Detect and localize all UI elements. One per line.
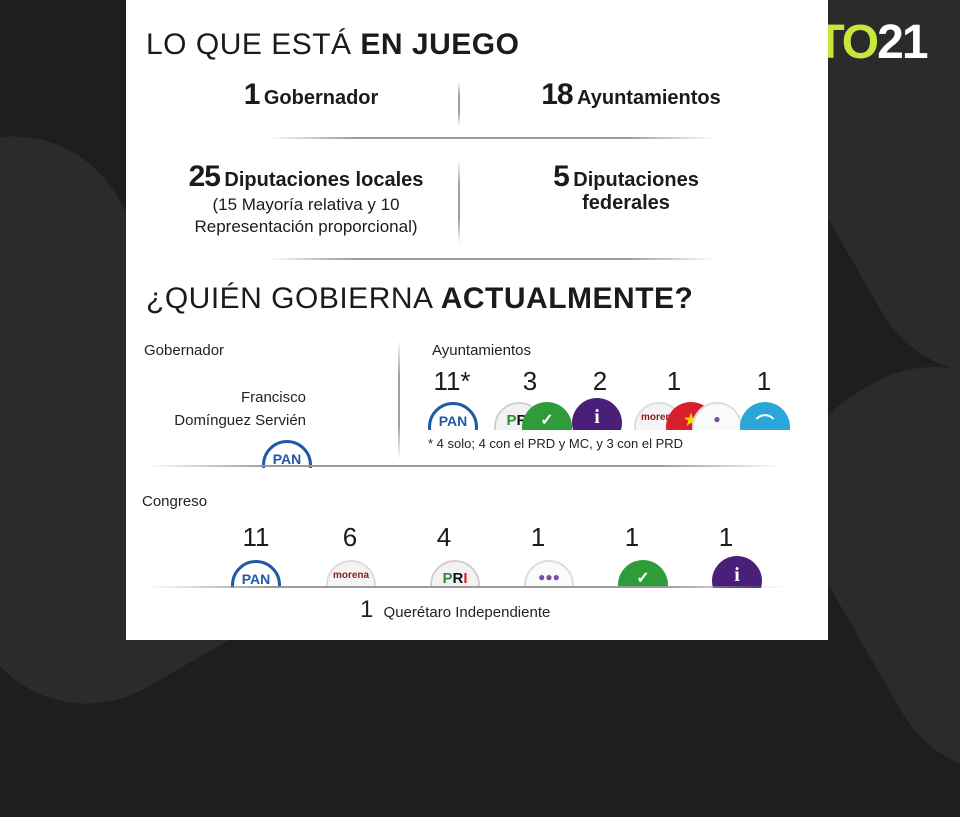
ayuntamientos-label: Ayuntamientos [432, 342, 531, 359]
title-bold: EN JUEGO [360, 28, 520, 61]
stat-number: 18 [541, 78, 573, 111]
pri-i: I [463, 570, 468, 587]
pan-text: PAN [241, 571, 271, 587]
logo-part-21: 21 [877, 16, 928, 69]
stat-label: Diputaciones [573, 169, 699, 191]
divider-horizontal [144, 465, 784, 467]
divider-horizontal [146, 586, 786, 588]
morena-text: morena [640, 412, 678, 423]
stat-gobernador: 1 Gobernador [186, 78, 436, 112]
divider-horizontal [266, 137, 716, 139]
stat-ayuntamientos: 18 Ayuntamientos [506, 78, 756, 112]
independiente-logo-icon: i [712, 556, 762, 588]
congreso-label: Congreso [142, 493, 208, 510]
ayuntamientos-count-independiente: 2 [592, 366, 608, 396]
divider-vertical [398, 340, 400, 460]
independiente-text: i [734, 564, 740, 586]
pri-r: R [517, 412, 528, 429]
stat-number: 1 [243, 78, 261, 111]
divider-vertical [458, 160, 460, 244]
pvem-logo-icon: ✓ [618, 560, 668, 588]
congreso-count-pri: 4 [436, 522, 452, 552]
independiente-logo-icon: i [572, 398, 622, 430]
pri-p: P [442, 570, 453, 587]
ayuntamientos-count-pri-pvem: 3 [522, 366, 538, 396]
morena-text: morena [332, 570, 370, 581]
congreso-count-pvem: 1 [624, 522, 640, 552]
divider-vertical [458, 82, 460, 126]
gobernador-last-name: Domínguez Servién [174, 412, 306, 429]
ayuntamientos-count-pan: 11* [433, 366, 471, 396]
ayuntamientos-footnote: * 4 solo; 4 con el PRD y MC, y 3 con el … [428, 436, 684, 451]
stat-label-2: federales [582, 192, 670, 214]
stat-sub: Representación proporcional) [194, 217, 418, 236]
pan-text: PAN [272, 451, 302, 467]
infographic-panel: LO QUE ESTÁ EN JUEGO 1 Gobernador 18 Ayu… [126, 0, 828, 640]
title-light: ¿QUIÉN GOBIERNA [146, 282, 441, 315]
stat-label: Gobernador [263, 87, 379, 109]
congreso-count-morena: 6 [342, 522, 358, 552]
title-light: LO QUE ESTÁ [146, 28, 361, 61]
title-bold: ACTUALMENTE? [440, 282, 694, 315]
stat-number: 25 [188, 160, 221, 193]
section-title-quien-gobierna: ¿QUIÉN GOBIERNA ACTUALMENTE? [146, 282, 693, 316]
gobernador-first-name: Francisco [240, 389, 306, 406]
stat-diputaciones-locales: 25 Diputaciones locales (15 Mayoría rela… [166, 160, 446, 238]
ayuntamientos-count-morena-pt: 1 [666, 366, 682, 396]
congreso-count-pes: 1 [530, 522, 546, 552]
congreso-independent-note: 1 Querétaro Independiente [360, 596, 550, 624]
pan-logo-icon: PAN [262, 440, 312, 468]
independent-count: 1 [360, 596, 374, 623]
stat-diputaciones-federales: 5 Diputaciones federales [526, 160, 726, 215]
gobernador-name: Francisco Domínguez Servién [166, 386, 306, 432]
pri-r: R [452, 570, 464, 587]
congreso-count-independiente: 1 [718, 522, 734, 552]
divider-horizontal [266, 258, 716, 260]
nueva-alianza-logo-icon: ⌒ [740, 402, 790, 430]
independiente-text: i [594, 406, 600, 428]
pan-logo-icon: PAN [428, 402, 478, 430]
pes-logo-icon: ●●● [524, 560, 574, 588]
stat-number: 5 [553, 160, 570, 193]
ayuntamientos-logos-clip: PAN PRI ✓ i morena ★ ● ⌒ [422, 398, 802, 430]
pan-logo-icon: PAN [231, 560, 281, 588]
section-title-en-juego: LO QUE ESTÁ EN JUEGO [146, 28, 519, 62]
morena-logo-icon: morena [326, 560, 376, 588]
congreso-count-pan: 11 [242, 522, 270, 552]
stat-label: Diputaciones locales [224, 169, 424, 191]
independent-label: Querétaro Independiente [383, 604, 551, 621]
gobernador-label: Gobernador [144, 342, 225, 359]
stat-sub: (15 Mayoría relativa y 10 [212, 195, 400, 214]
pri-p: P [506, 412, 517, 429]
stat-label: Ayuntamientos [577, 87, 721, 109]
gobernador-party-logo-clip: PAN [262, 440, 318, 468]
ayuntamientos-count-na: 1 [756, 366, 772, 396]
pan-text: PAN [438, 413, 468, 429]
